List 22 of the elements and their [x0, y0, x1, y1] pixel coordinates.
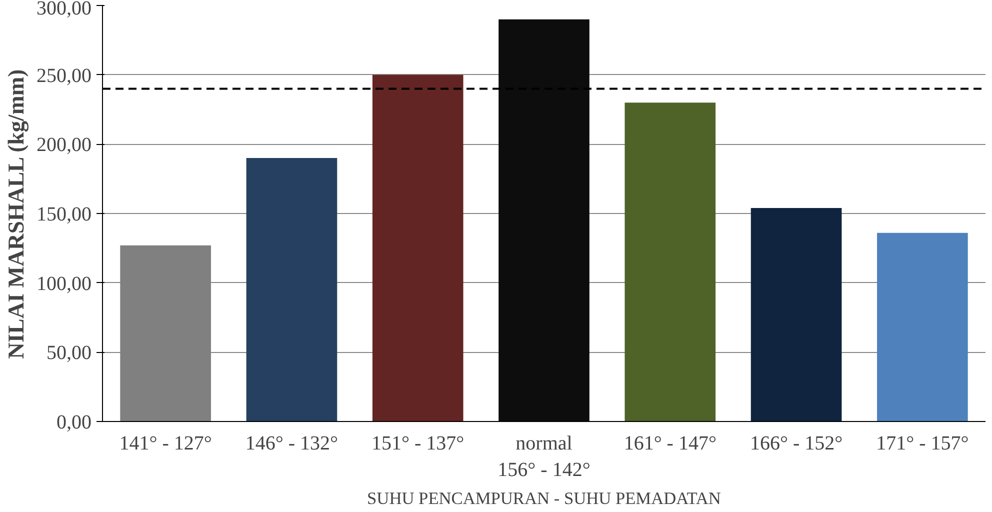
bar — [624, 102, 716, 422]
y-tick-label: 200,00 — [36, 134, 92, 156]
x-tick-label: normal 156° - 142° — [498, 432, 590, 481]
y-tick-label: 50,00 — [46, 342, 92, 364]
bar — [877, 232, 968, 422]
x-tick-label: 166° - 152° — [750, 432, 843, 454]
y-tick-label: 150,00 — [36, 204, 92, 226]
y-tick-label: 300,00 — [36, 0, 92, 20]
y-tick-label: 0,00 — [56, 412, 92, 434]
x-tick-label: 146° - 132° — [245, 432, 338, 454]
y-tick-label: 100,00 — [36, 272, 92, 295]
x-tick-label: 141° - 127° — [119, 432, 212, 454]
x-tick-label: 161° - 147° — [624, 432, 716, 454]
bar — [498, 19, 590, 422]
x-tick-label: 151° - 137° — [372, 432, 464, 454]
x-tick-label: 171° - 157° — [876, 432, 969, 454]
bar — [750, 208, 842, 422]
y-tick-label: 250,00 — [36, 64, 92, 87]
bar — [372, 74, 464, 422]
bar — [246, 158, 338, 422]
x-axis-title: SUHU PENCAMPURAN - SUHU PEMADATAN — [367, 488, 722, 508]
y-axis-title: NILAI MARSHALL (kg/mm) — [4, 69, 28, 359]
